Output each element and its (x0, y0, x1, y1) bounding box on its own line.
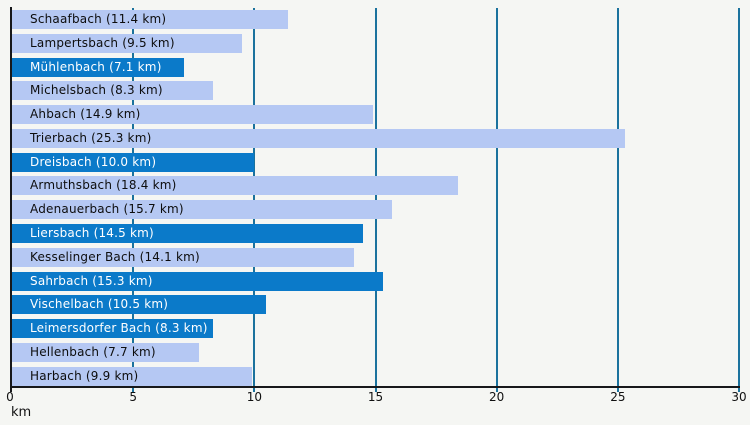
gridline-30 (738, 8, 740, 386)
bar-schaafbach: Schaafbach (11.4 km) (12, 10, 289, 29)
bar-label: Hellenbach (7.7 km) (30, 344, 156, 359)
bar-michelsbach: Michelsbach (8.3 km) (12, 81, 214, 101)
bar-label: Dreisbach (10.0 km) (30, 154, 157, 169)
bar-hellenbach: Hellenbach (7.7 km) (12, 342, 199, 362)
plot-area: Schaafbach (11.4 km) Lampertsbach (9.5 km… (12, 8, 740, 386)
bar-label: Kesselinger Bach (14.1 km) (30, 249, 200, 264)
tick-label-0: 0 (6, 390, 14, 404)
tick-mark-5 (132, 388, 135, 392)
bar-label: Mühlenbach (7.1 km) (30, 59, 162, 74)
bar-adenauerbach: Adenauerbach (15.7 km) (12, 200, 393, 220)
gridline-20 (495, 8, 498, 386)
gridline-10 (253, 8, 256, 386)
tick-label-15: 15 (367, 390, 384, 404)
tick-mark-10 (253, 388, 256, 392)
bar-dreisbach: Dreisbach (10.0 km) (12, 152, 255, 172)
bar-label: Armuthsbach (18.4 km) (30, 178, 177, 193)
bar-label: Leimersdorfer Bach (8.3 km) (30, 321, 208, 336)
tick-mark-30 (738, 388, 740, 392)
bar-harbach: Harbach (9.9 km) (12, 366, 252, 386)
bar-sahrbach: Sahrbach (15.3 km) (12, 271, 383, 291)
bar-label: Adenauerbach (15.7 km) (30, 202, 184, 217)
bar-label: Trierbach (25.3 km) (30, 130, 152, 145)
bar-vischelbach: Vischelbach (10.5 km) (12, 295, 267, 315)
bar-label: Vischelbach (10.5 km) (30, 297, 169, 312)
bar-lampertsbach: Lampertsbach (9.5 km) (12, 33, 243, 53)
tick-mark-15 (374, 388, 377, 392)
tick-mark-0 (10, 388, 12, 392)
tick-label-20: 20 (489, 390, 505, 404)
tick-mark-25 (616, 388, 619, 392)
y-axis-line (10, 7, 12, 388)
bar-armuthsbach: Armuthsbach (18.4 km) (12, 176, 458, 196)
bar-m-hlenbach: Mühlenbach (7.1 km) (12, 57, 185, 77)
gridline-15 (374, 8, 377, 386)
tick-mark-20 (495, 388, 498, 392)
bar-label: Harbach (9.9 km) (30, 368, 139, 383)
bar-label: Schaafbach (11.4 km) (30, 12, 167, 26)
bar-ahbach: Ahbach (14.9 km) (12, 105, 374, 125)
bar-leimersdorfer-bach: Leimersdorfer Bach (8.3 km) (12, 319, 214, 339)
x-axis-unit-label: km (11, 405, 32, 420)
x-axis-line (10, 386, 740, 388)
bar-label: Michelsbach (8.3 km) (30, 83, 163, 98)
tick-label-5: 5 (129, 390, 137, 404)
tick-label-25: 25 (610, 390, 626, 404)
gridline-25 (616, 8, 619, 386)
tick-label-10: 10 (246, 390, 262, 404)
tick-label-30: 30 (731, 390, 747, 404)
bar-trierbach: Trierbach (25.3 km) (12, 128, 626, 148)
bar-label: Lampertsbach (9.5 km) (30, 35, 175, 50)
bar-label: Liersbach (14.5 km) (30, 226, 154, 241)
bar-kesselinger-bach: Kesselinger Bach (14.1 km) (12, 247, 354, 267)
gridline-5 (132, 8, 135, 386)
bar-label: Sahrbach (15.3 km) (30, 273, 153, 288)
bar-label: Ahbach (14.9 km) (30, 107, 141, 122)
bar-liersbach: Liersbach (14.5 km) (12, 224, 364, 244)
